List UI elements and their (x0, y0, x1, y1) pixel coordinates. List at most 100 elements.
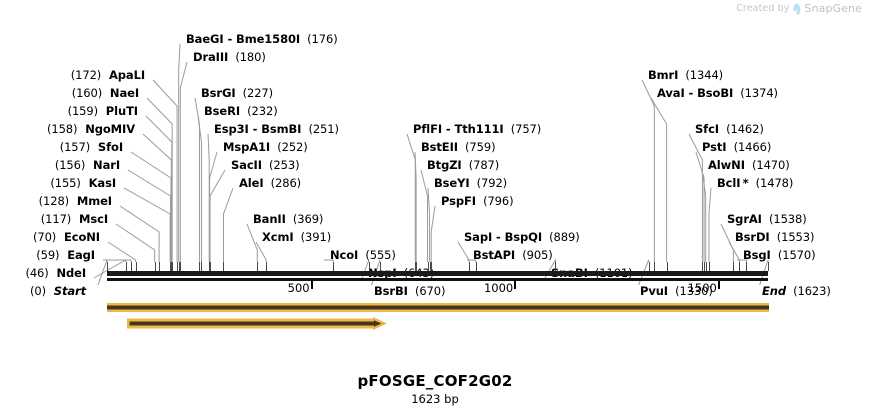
site-name: SfcI (695, 122, 719, 136)
site-name: BsrDI (735, 230, 770, 244)
site-label-draiii[interactable]: DraIII (180) (193, 51, 266, 64)
site-label-banii[interactable]: BanII (369) (253, 213, 323, 226)
site-label-msci[interactable]: (117) MscI (0, 213, 108, 226)
site-label-pvui[interactable]: PvuI (1330) (640, 285, 713, 298)
site-label-bseyi[interactable]: BseYI (792) (434, 177, 507, 190)
site-label-bcli[interactable]: BclI * (1478) (717, 177, 793, 190)
site-position: (0) (29, 284, 46, 298)
site-position: (391) (293, 230, 332, 244)
site-position: (158) (46, 122, 78, 136)
site-name: SacII (231, 158, 262, 172)
site-position: (155) (50, 176, 81, 190)
ruler-tick (717, 281, 720, 289)
site-tick (199, 262, 201, 271)
site-name: EcoNI (56, 230, 100, 244)
site-tick (125, 262, 127, 271)
ruler: 500 1000 1500 (0, 281, 870, 299)
feature-bar-full[interactable] (107, 303, 769, 312)
site-label-xcmi[interactable]: XcmI (391) (262, 231, 331, 244)
feature-arrow-orf[interactable] (127, 317, 387, 330)
site-tick (733, 262, 735, 271)
site-name: End (762, 284, 786, 298)
site-position: (128) (38, 194, 70, 208)
site-position: (1553) (769, 230, 815, 244)
site-label-mspa1i[interactable]: MspA1I (252) (223, 141, 308, 154)
watermark-brand: SnapGene (804, 2, 862, 15)
site-name: NarI (85, 158, 120, 172)
site-label-sfoi[interactable]: (157) SfoI (0, 141, 123, 154)
site-name: KasI (80, 176, 117, 190)
site-name-alt: - BspQI (492, 230, 543, 244)
site-tick (555, 262, 557, 271)
site-label-bsrdi[interactable]: BsrDI (1553) (735, 231, 814, 244)
site-label-sapi[interactable]: SapI - BspQI (889) (464, 231, 580, 244)
site-label-start[interactable]: (0) Start (0, 285, 86, 298)
site-label-alwni[interactable]: AlwNI (1470) (708, 159, 790, 172)
site-label-pspfi[interactable]: PspFI (796) (441, 195, 514, 208)
site-label-eagi[interactable]: (59) EagI (0, 249, 95, 262)
site-position: (70) (32, 230, 57, 244)
site-label-alei[interactable]: AleI (286) (239, 177, 301, 190)
site-name: AlwNI (708, 158, 745, 172)
site-label-bstapi[interactable]: BstAPI (905) (473, 249, 553, 262)
site-label-pflfi[interactable]: PflFI - Tth111I (757) (413, 123, 541, 136)
site-tick (180, 262, 182, 271)
site-label-pluti[interactable]: (159) PluTI (0, 104, 139, 118)
site-label-sgrai[interactable]: SgrAI (1538) (727, 213, 807, 226)
site-label-bseri[interactable]: BseRI (232) (204, 105, 278, 118)
site-label-psti[interactable]: PstI (1466) (702, 141, 771, 154)
site-label-naei[interactable]: (160) NaeI (0, 87, 139, 100)
site-label-ncoi[interactable]: NcoI (555) (330, 249, 396, 262)
site-name: SapI (464, 230, 493, 244)
site-label-bsteii[interactable]: BstEII (759) (421, 141, 496, 154)
site-name: BstAPI (473, 248, 516, 262)
site-label-ngomiv[interactable]: (158) NgoMIV (0, 123, 135, 136)
site-position: (172) (70, 68, 102, 82)
site-label-bsrgi[interactable]: BsrGI (227) (201, 87, 273, 100)
site-position: (1344) (678, 68, 724, 82)
site-position: (156) (54, 158, 86, 172)
site-label-avai[interactable]: AvaI - BsoBI (1374) (657, 87, 778, 100)
site-tick (702, 262, 704, 271)
site-name: NaeI (102, 86, 139, 100)
site-position: (286) (263, 176, 302, 190)
site-tick (648, 262, 650, 271)
site-position: (905) (515, 248, 553, 262)
site-label-baegi[interactable]: BaeGI - Bme1580I (176) (186, 33, 338, 46)
site-label-sfci[interactable]: SfcI (1462) (695, 123, 764, 136)
site-label-kasi[interactable]: (155) KasI (0, 177, 116, 190)
site-position: (160) (71, 86, 103, 100)
site-label-bsgi[interactable]: BsgI (1570) (743, 249, 816, 262)
site-position: (1330) (668, 284, 713, 298)
site-position: (159) (67, 104, 99, 118)
site-label-esp3i[interactable]: Esp3I - BsmBI (251) (214, 123, 339, 136)
site-name: BsgI (743, 248, 771, 262)
site-position: (59) (36, 248, 60, 262)
site-name: AvaI (657, 86, 685, 100)
site-name: NcoI (330, 248, 359, 262)
site-label-sacii[interactable]: SacII (253) (231, 158, 300, 172)
site-tick (654, 262, 656, 271)
site-label-bmri[interactable]: BmrI (1344) (648, 69, 723, 82)
site-name: PflFI (413, 122, 443, 136)
plasmid-footer: pFOSGE_COF2G02 1623 bp (0, 372, 870, 406)
site-label-bsrbi[interactable]: BsrBI (670) (374, 285, 445, 298)
site-name: NgoMIV (77, 122, 135, 136)
ruler-tick (310, 281, 313, 289)
site-name: Start (45, 284, 86, 298)
site-position: (787) (461, 158, 500, 172)
site-label-end[interactable]: End (1623) (762, 285, 831, 298)
site-position: (252) (270, 140, 308, 154)
site-label-mmei[interactable]: (128) MmeI (0, 195, 112, 208)
site-label-ndei[interactable]: (46) NdeI (0, 267, 86, 280)
site-name: PvuI (640, 284, 668, 298)
site-tick (266, 262, 268, 271)
site-label-econi[interactable]: (70) EcoNI (0, 231, 100, 244)
site-label-nari[interactable]: (156) NarI (0, 159, 120, 172)
site-label-btgzi[interactable]: BtgZI (787) (427, 159, 499, 172)
site-position: (792) (469, 176, 508, 190)
site-label-apali[interactable]: (172) ApaLI (0, 69, 145, 82)
site-name-alt: - Tth111I (442, 122, 504, 136)
site-tick (107, 262, 108, 271)
